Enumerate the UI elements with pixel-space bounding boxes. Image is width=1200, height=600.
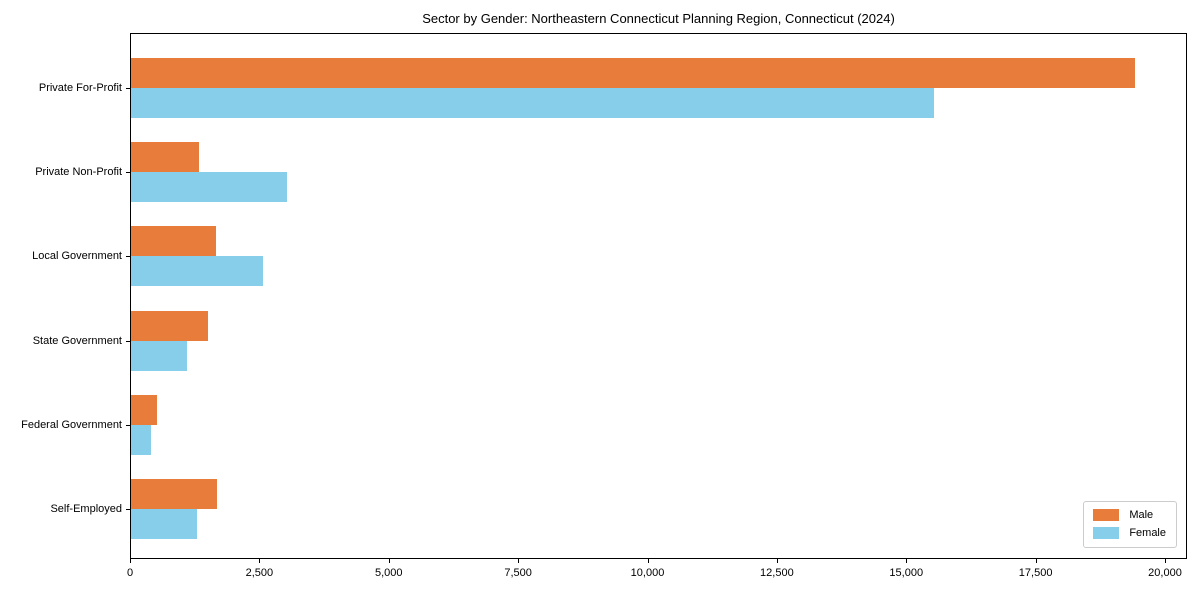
female-swatch-icon	[1093, 527, 1120, 539]
y-axis-tick	[126, 256, 130, 258]
y-axis-tick	[126, 88, 130, 89]
y-axis-tick	[126, 340, 130, 342]
x-axis-tick-label: 5,000	[374, 567, 403, 579]
x-axis-tick	[776, 559, 778, 563]
x-axis-tick	[1165, 559, 1166, 563]
female-bar	[131, 88, 934, 118]
male-bar	[131, 479, 217, 509]
x-axis-tick-label: 12,500	[760, 567, 794, 579]
y-axis-tick	[126, 172, 130, 174]
y-axis-category-label: Private For-Profit	[38, 82, 122, 94]
legend-entry-male: Male	[1093, 509, 1166, 521]
chart-title: Sector by Gender: Northeastern Connectic…	[422, 11, 895, 26]
x-axis-tick-label: 2,500	[245, 567, 274, 579]
y-axis-category-label: Local Government	[32, 250, 122, 263]
female-bar	[131, 172, 287, 203]
x-axis-tick-label: 0	[126, 567, 134, 579]
x-axis-tick-label: 7,500	[504, 567, 532, 579]
legend-entry-female: Female	[1093, 527, 1166, 539]
plot-area	[130, 33, 1187, 559]
x-axis-tick	[130, 559, 131, 563]
x-axis-tick	[1035, 559, 1037, 563]
x-axis-tick	[906, 559, 908, 563]
x-axis-tick-label: 20,000	[1148, 567, 1182, 579]
male-bar	[131, 310, 208, 341]
x-axis-tick	[259, 559, 261, 563]
y-axis-category-label: Federal Government	[21, 418, 122, 431]
y-axis-tick	[126, 424, 130, 426]
female-bar	[131, 424, 151, 455]
x-axis-tick	[518, 559, 520, 563]
female-bar	[131, 256, 263, 287]
female-bar	[131, 340, 187, 371]
x-axis-tick	[388, 559, 390, 563]
y-axis-category-label: Private Non-Profit	[35, 166, 122, 179]
legend-label: Female	[1129, 527, 1166, 539]
x-axis-tick-label: 10,000	[630, 567, 665, 579]
y-axis-tick	[126, 509, 130, 510]
male-bar	[131, 394, 157, 425]
x-axis-tick-label: 15,000	[889, 567, 924, 579]
legend: Male Female	[1083, 501, 1177, 548]
y-axis-category-label: State Government	[32, 334, 122, 347]
male-bar	[131, 58, 1135, 88]
female-bar	[131, 509, 197, 539]
x-axis-tick-label: 17,500	[1018, 567, 1053, 579]
male-bar	[131, 226, 216, 257]
legend-label: Male	[1129, 509, 1154, 521]
male-bar	[131, 142, 199, 173]
y-axis-category-label: Self-Employed	[50, 503, 122, 515]
male-swatch-icon	[1093, 509, 1120, 521]
x-axis-tick	[647, 559, 649, 563]
